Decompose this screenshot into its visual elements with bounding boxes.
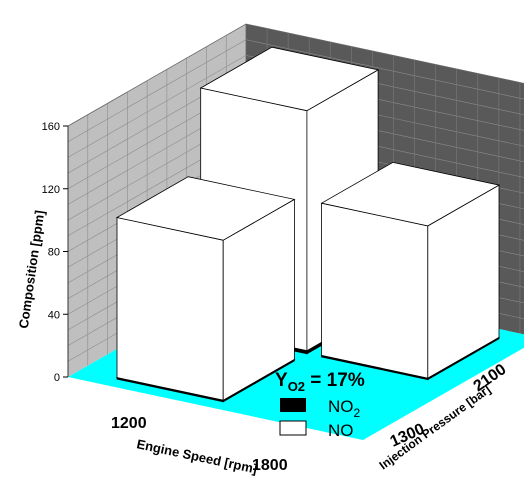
x-tick-label: 1800 [252, 457, 288, 474]
z-tick-label: 0 [54, 372, 60, 384]
x-tick-label: 1200 [111, 415, 147, 432]
legend-swatch-no2 [280, 398, 306, 412]
bars-group [115, 46, 501, 403]
z-tick-label: 40 [48, 309, 60, 321]
legend-swatch-no [279, 420, 307, 436]
legend-title: YO2 = 17% [275, 370, 365, 394]
bar [320, 161, 501, 381]
z-axis-label: Composition [ppm] [16, 209, 47, 329]
x-axis-label: Engine Speed [rpm] [135, 436, 258, 476]
bar-no-front-face [321, 202, 429, 379]
z-tick-label: 120 [42, 184, 60, 196]
z-tick-label: 160 [42, 121, 60, 133]
bar-no-front-face [116, 217, 224, 401]
z-axis-ticks: 0 40 80 120 160 [42, 121, 68, 384]
legend-label-no2: NO2 [328, 397, 361, 420]
bar-no-top-face [115, 176, 296, 241]
bar-no-top-face [199, 46, 380, 112]
legend-label-no: NO [328, 421, 354, 440]
z-tick-label: 80 [48, 247, 60, 259]
bar-no-top-face [320, 161, 501, 227]
bar [115, 176, 296, 403]
